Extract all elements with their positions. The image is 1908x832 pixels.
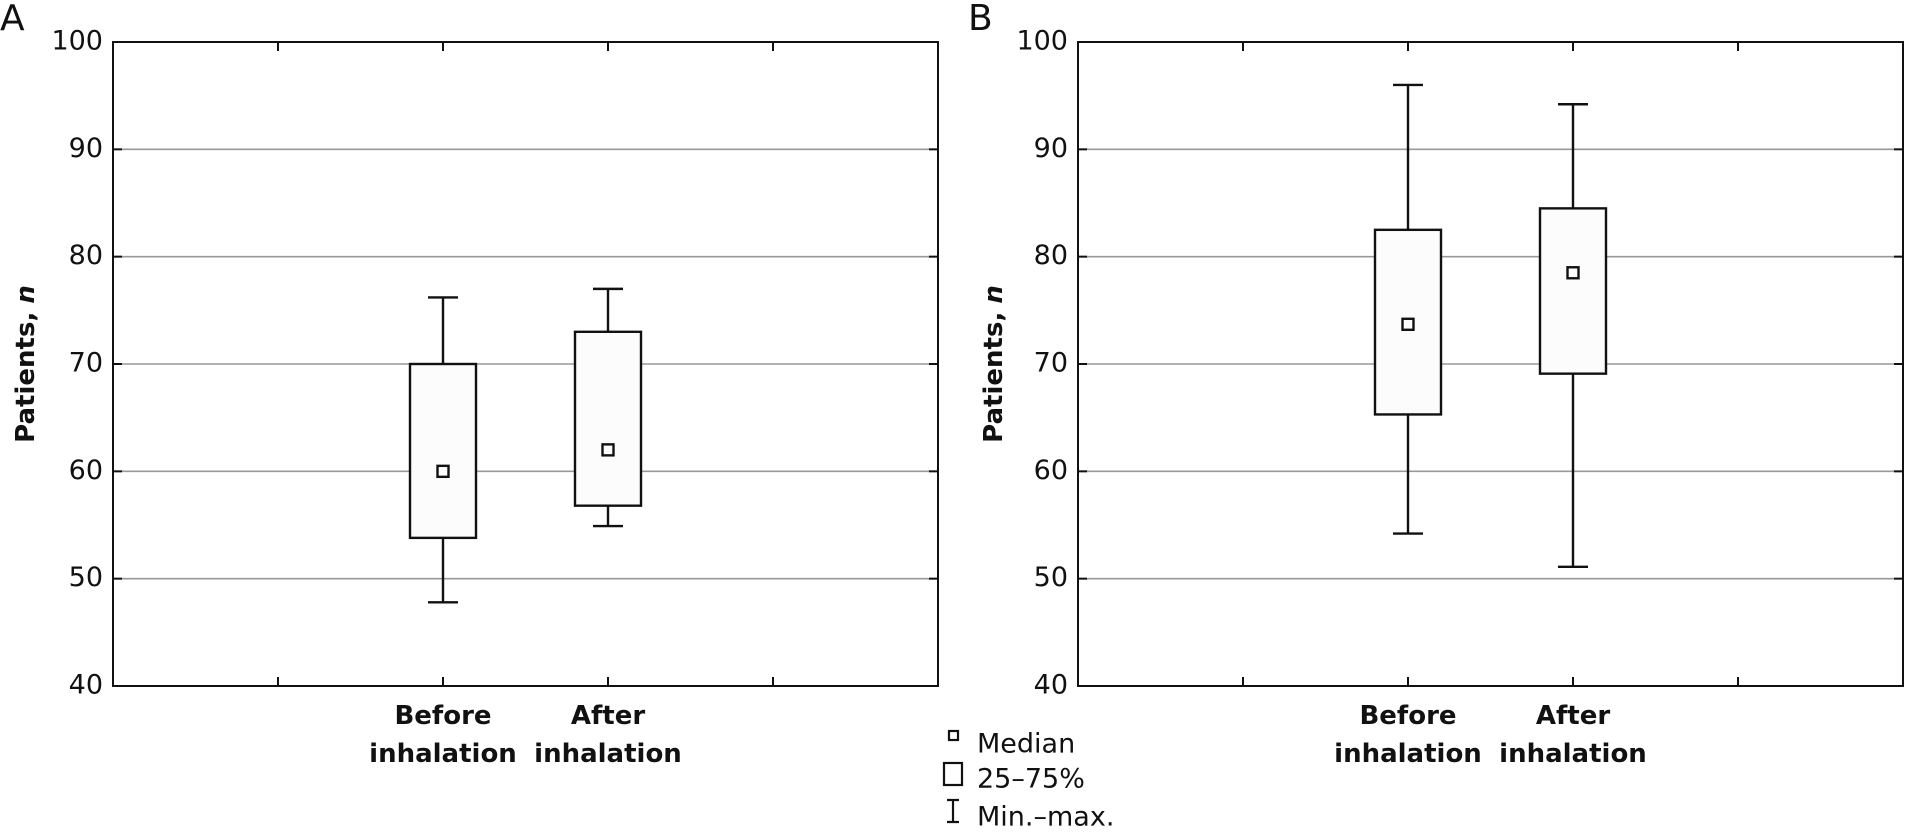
y-label-italic: n xyxy=(979,285,1009,304)
legend-label: Min.–max. xyxy=(977,802,1114,832)
box xyxy=(408,362,478,540)
median-marker xyxy=(1566,266,1580,280)
median-marker xyxy=(1401,317,1415,331)
legend-whisker-icon xyxy=(947,798,959,824)
y-tick-label: 80 xyxy=(69,240,103,271)
y-tick-label: 100 xyxy=(51,26,103,57)
y-label-italic: n xyxy=(11,285,41,304)
box xyxy=(573,330,643,507)
y-tick-label: 90 xyxy=(1034,133,1068,164)
y-tick-label: 80 xyxy=(1034,240,1068,271)
y-axis-label: Patients, n xyxy=(979,285,1009,443)
plot-frame xyxy=(112,41,939,687)
plot-frame xyxy=(1077,41,1904,687)
y-label-text: Patients, xyxy=(979,312,1009,443)
y-tick-label: 40 xyxy=(69,670,103,701)
y-tick-label: 60 xyxy=(1034,455,1068,486)
legend-label: 25–75% xyxy=(977,764,1085,795)
y-tick-label: 50 xyxy=(69,562,103,593)
y-tick-label: 70 xyxy=(1034,348,1068,379)
median-marker xyxy=(601,443,615,457)
legend: Median 25–75% Min.–max. xyxy=(942,729,1114,832)
x-tick-label: After inhalation xyxy=(1499,701,1647,769)
y-axis-label: Patients, n xyxy=(11,285,41,443)
box xyxy=(1373,228,1443,416)
legend-median-icon xyxy=(947,729,960,742)
x-tick-label: Before inhalation xyxy=(369,701,517,769)
x-tick-label: After inhalation xyxy=(534,701,682,769)
y-label-text: Patients, xyxy=(11,312,41,443)
y-tick-label: 100 xyxy=(1016,26,1068,57)
legend-label: Median xyxy=(977,729,1075,760)
panel-letter: B xyxy=(968,0,993,39)
y-tick-label: 40 xyxy=(1034,670,1068,701)
y-tick-label: 90 xyxy=(69,133,103,164)
y-tick-label: 50 xyxy=(1034,562,1068,593)
panel-letter: A xyxy=(0,0,25,39)
legend-box-icon xyxy=(942,761,964,787)
y-tick-label: 60 xyxy=(69,455,103,486)
median-marker xyxy=(436,464,450,479)
box xyxy=(1538,207,1608,375)
y-tick-label: 70 xyxy=(69,348,103,379)
x-tick-label: Before inhalation xyxy=(1334,701,1482,769)
